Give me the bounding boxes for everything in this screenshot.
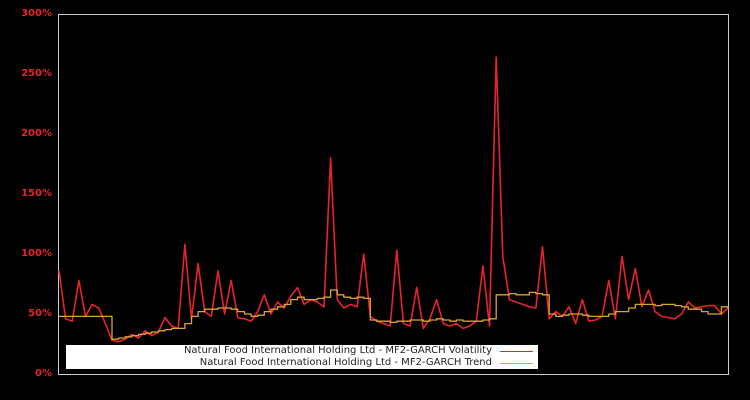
y-tick-label: 250% <box>21 68 52 79</box>
volatility-line <box>58 56 729 343</box>
legend: Natural Food International Holding Ltd -… <box>66 345 538 369</box>
legend-swatch-trend <box>500 362 533 364</box>
y-tick-label: 100% <box>21 248 52 259</box>
series-layer <box>58 56 729 343</box>
y-tick-label: 300% <box>21 8 52 19</box>
legend-item-trend: Natural Food International Holding Ltd -… <box>200 357 538 369</box>
legend-swatch-volatility <box>500 350 533 352</box>
y-tick-label: 0% <box>35 368 52 379</box>
legend-label-trend: Natural Food International Holding Ltd -… <box>199 357 492 368</box>
legend-item-volatility: Natural Food International Holding Ltd -… <box>184 345 538 357</box>
y-tick-label: 150% <box>21 188 52 199</box>
plot-area <box>58 14 729 375</box>
y-axis-labels: 0% 50% 100% 150% 200% 250% 300% <box>0 0 52 400</box>
trend-line <box>59 289 729 340</box>
legend-label-volatility: Natural Food International Holding Ltd -… <box>183 345 492 356</box>
y-tick-label: 200% <box>21 128 52 139</box>
y-tick-label: 50% <box>28 308 52 319</box>
